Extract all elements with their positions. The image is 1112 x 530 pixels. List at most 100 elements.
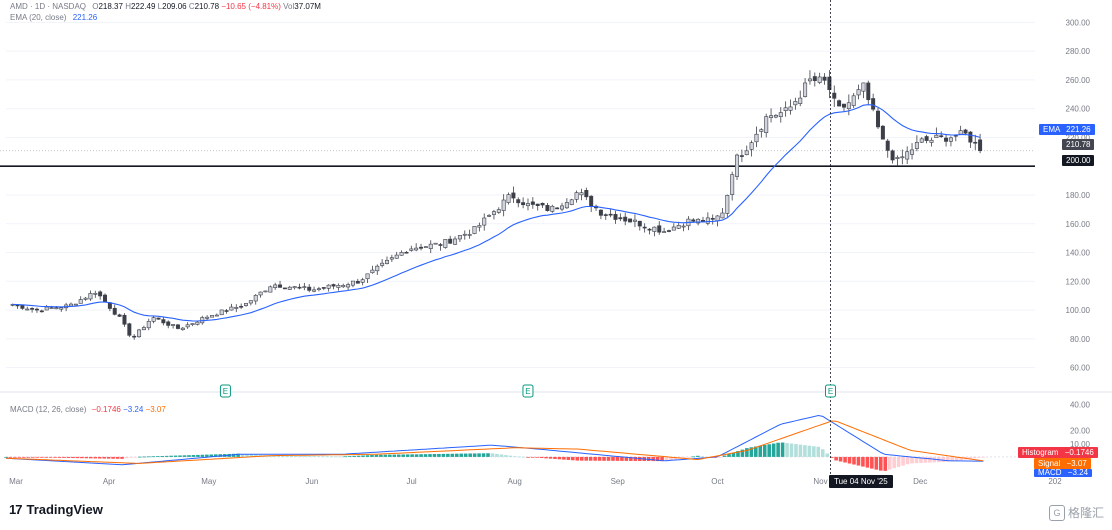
earnings-marker-box bbox=[522, 384, 534, 398]
histogram-bar bbox=[883, 456, 888, 471]
histogram-bar bbox=[896, 456, 901, 467]
histogram-bar bbox=[553, 456, 557, 459]
ema-legend-label: EMA (20, close) bbox=[10, 13, 67, 22]
histogram-bar bbox=[22, 456, 26, 458]
candle-body bbox=[472, 226, 477, 234]
macd-tick-label: 40.00 bbox=[1070, 401, 1091, 410]
histogram-bar bbox=[102, 456, 106, 459]
candle-body bbox=[963, 129, 968, 134]
price-tick-label: 180.00 bbox=[1066, 191, 1091, 200]
histogram-bar bbox=[798, 444, 803, 457]
candle-body bbox=[929, 139, 934, 143]
candle-body bbox=[423, 246, 428, 248]
histogram-bar bbox=[294, 455, 298, 457]
candle-body bbox=[900, 156, 905, 159]
histogram-bar bbox=[379, 454, 383, 457]
candle-body bbox=[730, 174, 735, 195]
tradingview-brand[interactable]: 17 TradingView bbox=[9, 502, 103, 517]
histogram-bar bbox=[530, 456, 535, 458]
histogram-bar bbox=[138, 456, 142, 458]
histogram-bar bbox=[526, 456, 530, 458]
histogram-bar bbox=[754, 446, 758, 457]
candle-body bbox=[759, 129, 764, 132]
candle-body bbox=[132, 335, 137, 338]
candle-body bbox=[433, 242, 438, 245]
ema-legend[interactable]: EMA (20, close) 221.26 bbox=[10, 13, 97, 22]
histogram-bar bbox=[454, 453, 459, 457]
histogram-bar bbox=[334, 456, 339, 458]
candle-body bbox=[788, 106, 793, 111]
candle-body bbox=[195, 321, 200, 325]
macd-legend-label: MACD (12, 26, close) bbox=[10, 405, 87, 414]
ema-tag-label: EMA bbox=[1043, 125, 1060, 134]
histogram-bar bbox=[26, 456, 31, 458]
candle-body bbox=[511, 192, 516, 199]
candle-body bbox=[720, 212, 725, 219]
histogram-bar bbox=[93, 456, 98, 459]
ema-price-tag: EMA 221.26 bbox=[1039, 124, 1095, 135]
histogram-bar bbox=[838, 456, 843, 462]
candle-body bbox=[487, 215, 492, 217]
candle-body bbox=[924, 136, 929, 141]
candle-body bbox=[239, 305, 244, 308]
candle-body bbox=[521, 202, 526, 206]
earnings-marker-label: E bbox=[525, 387, 530, 396]
histogram-bar bbox=[521, 456, 526, 458]
time-tick-label: Aug bbox=[508, 477, 522, 486]
candle-body bbox=[365, 273, 370, 280]
histogram-bar bbox=[847, 456, 852, 464]
histogram-bar bbox=[597, 456, 602, 461]
candle-body bbox=[564, 202, 569, 209]
grid bbox=[0, 21, 1112, 458]
candle-body bbox=[103, 294, 108, 303]
histogram-bar bbox=[745, 448, 749, 457]
candle-body bbox=[370, 269, 375, 274]
candle-body bbox=[219, 309, 224, 316]
candle-body bbox=[691, 219, 696, 222]
histogram-bar bbox=[111, 456, 115, 459]
tradingview-name: TradingView bbox=[26, 502, 103, 517]
close-label: C bbox=[188, 2, 195, 11]
candle-body bbox=[380, 262, 385, 266]
histogram-bar bbox=[245, 454, 249, 457]
histogram-bar bbox=[562, 456, 566, 460]
histogram-bar bbox=[209, 454, 214, 457]
macd-legend[interactable]: MACD (12, 26, close) −0.1746 −3.24 −3.07 bbox=[10, 405, 166, 414]
price-tick-label: 80.00 bbox=[1070, 335, 1091, 344]
candle-body bbox=[948, 137, 953, 142]
histogram-bar bbox=[945, 456, 950, 462]
histogram-bar bbox=[35, 456, 40, 458]
histogram-bar bbox=[972, 456, 977, 459]
price-tick-label: 220.00 bbox=[1066, 133, 1091, 142]
candle-body bbox=[832, 92, 837, 99]
histogram-tag-value: −0.1746 bbox=[1064, 448, 1094, 457]
candle-body bbox=[161, 319, 166, 324]
candle-body bbox=[282, 287, 287, 290]
histogram-bar bbox=[285, 455, 289, 457]
candle-body bbox=[375, 265, 380, 272]
candle-body bbox=[409, 248, 414, 251]
candle-body bbox=[764, 116, 769, 133]
candle-body bbox=[253, 294, 258, 302]
candle-body bbox=[78, 299, 83, 304]
candle-body bbox=[501, 199, 506, 211]
candle-body bbox=[331, 284, 336, 287]
histogram-bar bbox=[48, 456, 53, 458]
horizontal-level-line[interactable] bbox=[0, 150, 1035, 168]
histogram-bar bbox=[535, 456, 539, 458]
histogram-bar bbox=[919, 456, 923, 463]
histogram-bar bbox=[481, 453, 486, 457]
tradingview-logo-icon: 17 bbox=[9, 502, 23, 517]
histogram-bar bbox=[338, 456, 343, 458]
macd-legend-macd: −3.24 bbox=[123, 405, 144, 414]
candle-body bbox=[754, 133, 759, 143]
symbol-legend[interactable]: AMD · 1D · NASDAQ O218.37 H222.49 L209.0… bbox=[10, 2, 321, 11]
candle-body bbox=[540, 202, 545, 206]
candle-body bbox=[205, 316, 210, 319]
histogram-bar bbox=[852, 456, 856, 465]
time-tick-label: Mar bbox=[9, 477, 23, 486]
candle-body bbox=[127, 323, 132, 336]
candle-body bbox=[297, 286, 302, 289]
candle-body bbox=[491, 211, 496, 215]
